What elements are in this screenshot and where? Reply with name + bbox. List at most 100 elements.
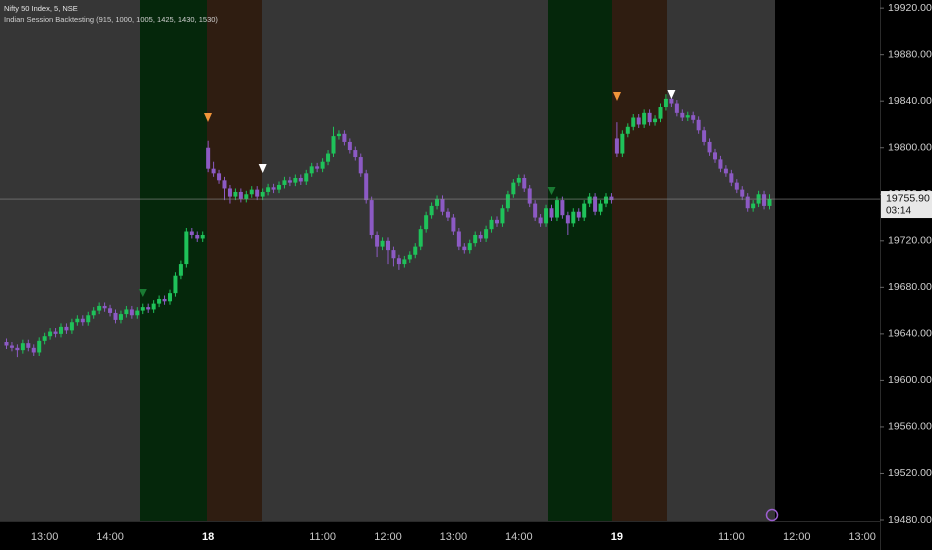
candle-body bbox=[217, 173, 222, 181]
candle-body bbox=[184, 231, 189, 265]
y-tick-label: 19680.00 bbox=[888, 281, 932, 293]
candle-body bbox=[249, 189, 254, 195]
candle-body bbox=[598, 203, 603, 212]
candle-body bbox=[451, 217, 456, 232]
candle-body bbox=[86, 315, 91, 323]
candle-body bbox=[255, 189, 260, 197]
candle-body bbox=[402, 259, 407, 265]
candle-body bbox=[195, 234, 200, 239]
candle-body bbox=[342, 133, 347, 142]
x-tick-label: 11:00 bbox=[718, 531, 745, 543]
x-tick-label: 18 bbox=[202, 531, 214, 543]
candle-body bbox=[614, 138, 619, 154]
session-band-open bbox=[207, 0, 262, 521]
candle-body bbox=[206, 147, 211, 169]
candle-body bbox=[146, 307, 151, 310]
candle-body bbox=[162, 298, 167, 302]
candle-body bbox=[173, 275, 178, 294]
x-tick-label: 13:00 bbox=[848, 531, 876, 543]
candle-body bbox=[745, 196, 750, 209]
x-tick-label: 14:00 bbox=[505, 531, 533, 543]
candle-body bbox=[593, 196, 598, 212]
candle-body bbox=[233, 191, 238, 197]
candle-body bbox=[369, 200, 374, 235]
candle-body bbox=[222, 180, 227, 189]
candle-body bbox=[140, 307, 145, 311]
candle-body bbox=[336, 133, 341, 137]
candle-body bbox=[702, 130, 707, 142]
candle-body bbox=[429, 205, 434, 216]
candle-body bbox=[48, 331, 53, 337]
candle-body bbox=[740, 189, 745, 197]
x-tick-label: 12:00 bbox=[374, 531, 402, 543]
candle-body bbox=[26, 343, 31, 348]
signal-marker bbox=[204, 113, 212, 122]
candle-body bbox=[445, 211, 450, 218]
y-tick-label: 19720.00 bbox=[888, 235, 932, 247]
candle-body bbox=[64, 326, 69, 331]
y-tick-label: 19920.00 bbox=[888, 2, 932, 14]
candle-body bbox=[9, 345, 14, 348]
candle-body bbox=[707, 141, 712, 153]
candle-body bbox=[80, 318, 85, 323]
session-band-close bbox=[140, 0, 207, 521]
candle-body bbox=[554, 200, 559, 218]
candle-body bbox=[20, 343, 25, 351]
candle-body bbox=[636, 117, 641, 125]
candle-body bbox=[200, 234, 205, 239]
candle-body bbox=[631, 117, 636, 127]
candle-body bbox=[326, 153, 331, 162]
candle-body bbox=[380, 240, 385, 247]
candle-body bbox=[31, 347, 36, 353]
candle-body bbox=[538, 217, 543, 224]
x-tick-label: 19 bbox=[611, 531, 623, 543]
candle-body bbox=[53, 331, 58, 334]
candle-body bbox=[522, 177, 527, 189]
candle-body bbox=[418, 229, 423, 247]
candle-body bbox=[533, 203, 538, 218]
candle-body bbox=[718, 159, 723, 169]
y-tick-label: 19600.00 bbox=[888, 374, 932, 386]
candle-body bbox=[293, 177, 298, 183]
candle-body bbox=[168, 293, 172, 302]
candle-body bbox=[315, 166, 320, 169]
chart-title: Nifty 50 Index, 5, NSE bbox=[4, 4, 78, 13]
candle-body bbox=[658, 107, 663, 119]
candle-body bbox=[309, 166, 314, 174]
candle-body bbox=[767, 199, 772, 206]
candle-body bbox=[500, 208, 505, 224]
session-band-close bbox=[548, 0, 612, 521]
candle-body bbox=[271, 187, 276, 190]
candle-body bbox=[762, 194, 767, 206]
signal-marker bbox=[138, 289, 147, 297]
candle-body bbox=[347, 141, 352, 151]
x-tick-label: 11:00 bbox=[309, 531, 336, 543]
candle-body bbox=[587, 196, 592, 204]
candle-body bbox=[680, 112, 685, 118]
candle-body bbox=[189, 231, 194, 235]
candle-body bbox=[424, 215, 429, 230]
candle-body bbox=[495, 219, 499, 224]
candle-body bbox=[674, 103, 679, 113]
candle-body bbox=[69, 322, 74, 331]
candle-body bbox=[516, 177, 521, 183]
y-tick-label: 19880.00 bbox=[888, 48, 932, 60]
candle-body bbox=[609, 196, 614, 201]
candle-body bbox=[435, 198, 440, 206]
indicator-icon[interactable] bbox=[765, 508, 779, 522]
candle-body bbox=[467, 243, 472, 251]
candle-body bbox=[211, 168, 216, 174]
candle-body bbox=[642, 112, 647, 125]
candle-body bbox=[331, 136, 336, 154]
candle-body bbox=[386, 240, 390, 251]
candle-body bbox=[669, 98, 674, 104]
candle-body bbox=[647, 112, 652, 123]
candle-body bbox=[59, 326, 63, 334]
candle-body bbox=[227, 188, 232, 197]
candle-body bbox=[527, 188, 532, 204]
candle-body bbox=[102, 305, 107, 309]
y-tick-label: 19520.00 bbox=[888, 467, 932, 479]
candle-body bbox=[625, 126, 630, 134]
candle-body bbox=[696, 119, 701, 131]
candle-body bbox=[713, 152, 717, 160]
